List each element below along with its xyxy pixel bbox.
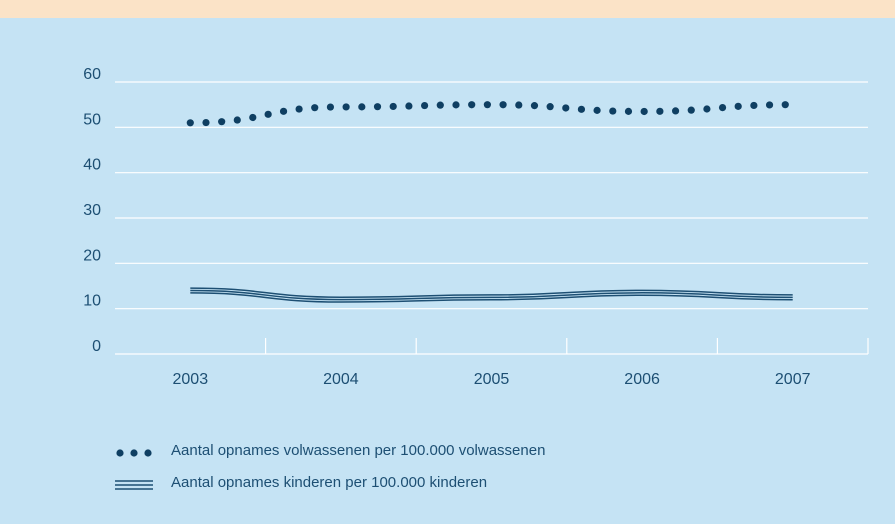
series-adults-dot [577,105,586,113]
y-tick-label: 20 [83,247,101,264]
y-tick-label: 10 [83,293,101,310]
series-adults-dot [264,110,272,118]
series-adults-dot [295,105,303,113]
series-adults-dot [186,119,194,127]
series-adults-dot [358,103,366,111]
series-adults-dot [421,101,429,110]
series-adults-dot [718,104,727,112]
series-adults-dot [624,107,633,115]
series-children-line [190,292,793,303]
series-adults-dot [640,107,648,116]
series-adults-dot [515,101,523,109]
series-adults-dot [593,106,601,114]
series-adults-dot [656,107,664,115]
series-adults-dot [311,104,319,112]
x-tick-label: 2007 [775,371,811,388]
series-adults-dot [671,107,680,115]
grid-lines [115,81,868,355]
series-adults-dot [750,101,758,110]
legend-item-adults: Aantal opnames volwassenen per 100.000 v… [115,442,545,459]
series-adults-dot [483,101,491,109]
series-adults-path [190,105,792,123]
series-adults-dot [765,101,774,109]
x-tick-label: 2005 [474,371,510,388]
series-adults-dot [249,113,257,122]
legend-label-adults: Aantal opnames volwassenen per 100.000 v… [171,442,546,459]
x-tick-label: 2003 [173,371,209,388]
series-adults-dot [233,116,241,124]
y-tick-label: 40 [83,157,101,174]
plot-area [186,101,793,303]
series-children-line [190,287,793,298]
series-adults-dot [436,101,444,109]
series-adults-dot [389,102,397,111]
y-tick-label: 60 [83,66,101,83]
series-adults-dot [202,118,210,127]
series-children-line [190,289,793,301]
top-band [0,0,895,18]
x-tick-label: 2004 [323,371,359,388]
legend-label-children: Aantal opnames kinderen per 100.000 kind… [171,474,488,491]
y-tick-label: 50 [83,111,101,128]
series-adults-dot [562,104,570,112]
series-adults-dot [468,101,476,109]
series-adults-dot [530,102,539,110]
y-axis: 0 10 20 30 40 50 60 [83,66,101,355]
legend-double-line-symbol [115,479,153,490]
y-tick-label: 30 [83,202,101,219]
x-axis: 2003 2004 2005 2006 2007 [173,338,869,388]
series-adults-dot [609,107,617,115]
series-adults-dot [781,101,789,109]
series-adults-dot [499,101,507,109]
series-adults-dot [546,103,554,111]
series-adults-dot [734,102,742,110]
series-adults-dot [373,103,382,111]
x-tick-label: 2006 [624,371,660,388]
series-adults-dot [279,107,288,115]
series-adults-dot [703,105,711,113]
series-adults-dot [452,101,460,109]
series-adults-dot [326,103,335,111]
legend-item-children: Aantal opnames kinderen per 100.000 kind… [115,474,487,491]
legend-dots-symbol [116,448,152,457]
series-adults-dot [687,106,695,114]
series-adults-dot [218,118,226,126]
y-tick-label: 0 [92,338,101,355]
series-adults-dot [342,103,350,111]
series-adults-dot [405,102,413,110]
